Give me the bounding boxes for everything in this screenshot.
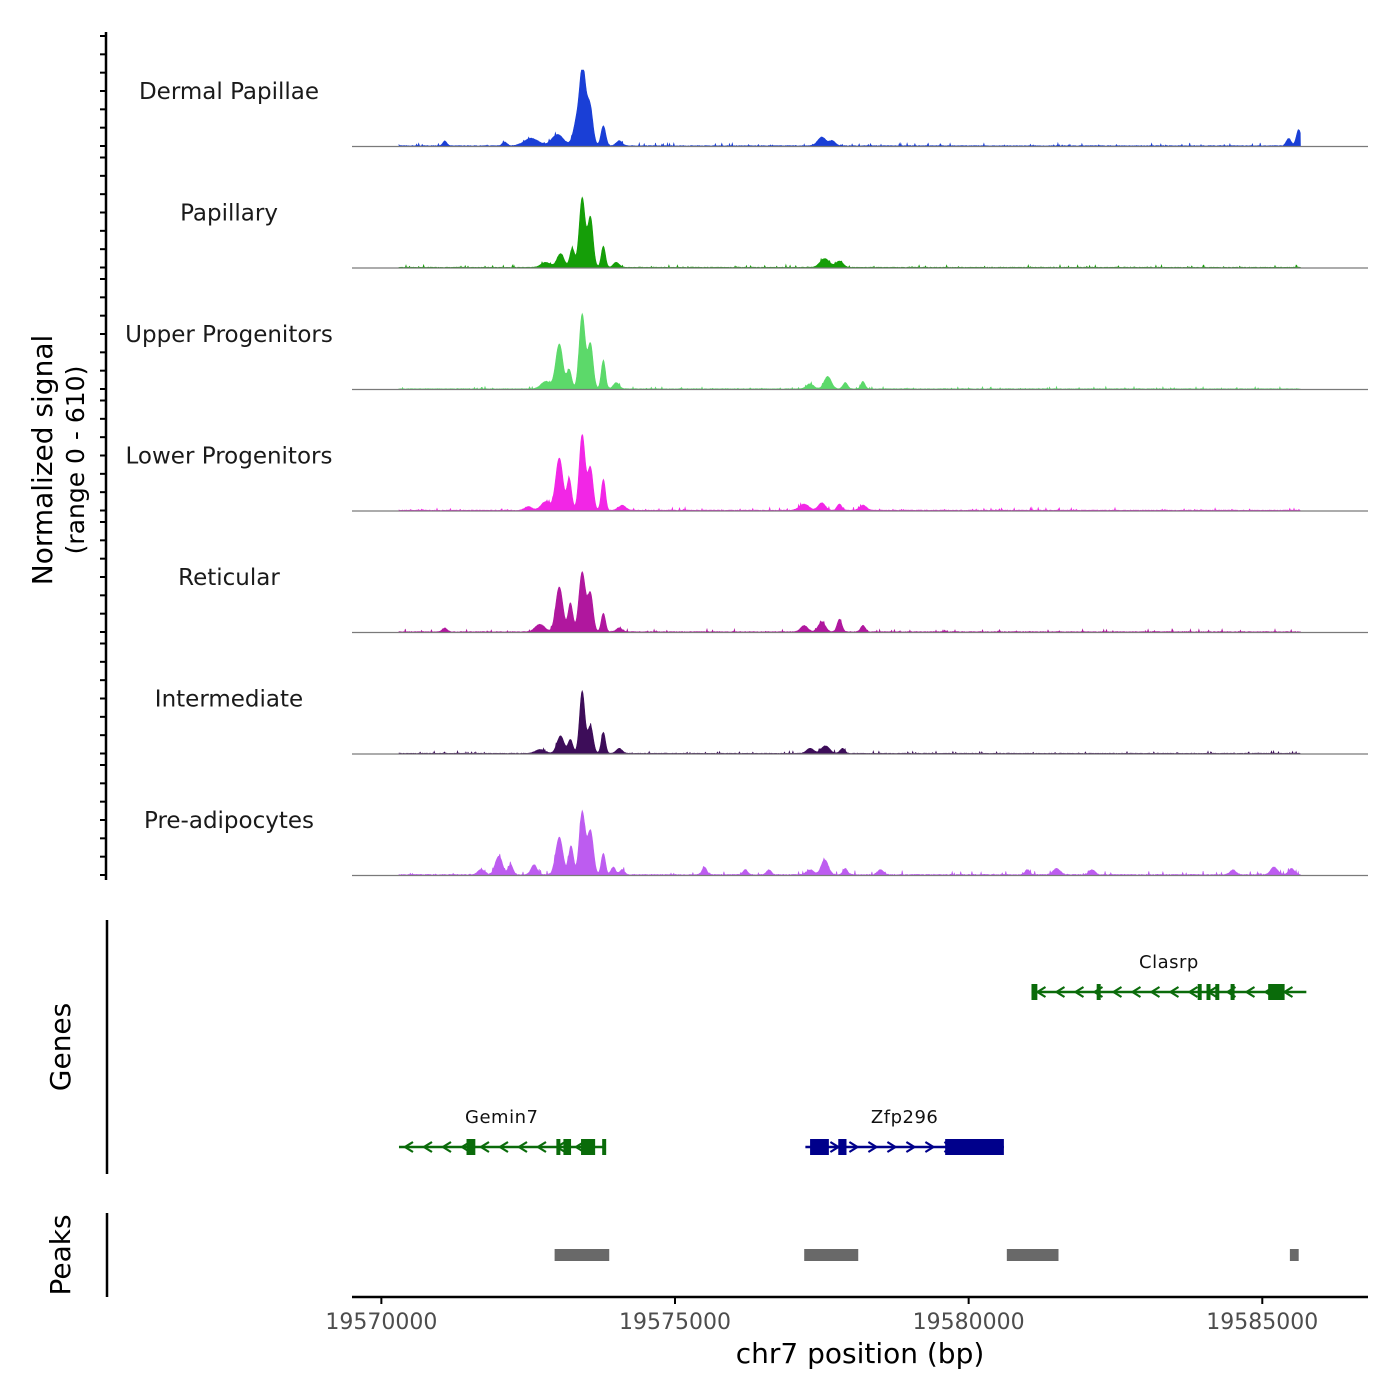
coverage-area [398, 69, 1301, 147]
coverage-panel: Dermal Papillae Papillary Upper Progenitor… [100, 32, 1368, 880]
strand-chevron [497, 1141, 509, 1153]
coverage-area [398, 809, 1301, 876]
track-label: Papillary [180, 201, 278, 227]
gene-exon [838, 1139, 847, 1155]
coverage-area [398, 689, 1301, 754]
strand-chevron [905, 1141, 917, 1153]
coverage-area [398, 196, 1302, 269]
gene-label: Clasrp [1139, 952, 1199, 973]
gene-exon [810, 1139, 829, 1155]
strand-chevron [1168, 986, 1180, 998]
strand-chevron [1149, 986, 1161, 998]
strand-chevron [478, 1141, 490, 1153]
strand-chevron [1035, 986, 1047, 998]
peak-region [804, 1249, 859, 1261]
strand-chevron [535, 1141, 547, 1153]
gene-label: Gemin7 [465, 1107, 538, 1128]
strand-chevron [867, 1141, 879, 1153]
gene-exon [1206, 984, 1211, 1000]
track-label: Upper Progenitors [125, 322, 333, 348]
gene-exon [1268, 984, 1285, 1000]
peak-region [1289, 1249, 1299, 1261]
gene-exon [581, 1139, 596, 1155]
strand-chevron [1111, 986, 1123, 998]
x-tick-label: 19580000 [913, 1310, 1025, 1335]
y-axis-title: Normalized signal [26, 335, 59, 586]
peak-region [1006, 1249, 1059, 1261]
strand-chevron [1054, 986, 1066, 998]
strand-chevron [1244, 986, 1256, 998]
gene-exon [602, 1139, 607, 1155]
strand-chevron [1187, 986, 1199, 998]
strand-chevron [848, 1141, 860, 1153]
x-axis-title: chr7 position (bp) [736, 1337, 985, 1370]
strand-chevron [924, 1141, 936, 1153]
coverage-area [398, 312, 1301, 390]
gene-exon [1197, 984, 1202, 1000]
strand-chevron [1073, 986, 1085, 998]
gene-exon [1215, 984, 1220, 1000]
x-axis: 19570000 19575000 19580000 19585000 [325, 1295, 1368, 1335]
gene-exon [945, 1139, 1004, 1155]
gene-exon [466, 1139, 476, 1155]
genes-panel: Gemin7 Zfp296 Clasrp [398, 952, 1307, 1155]
track-label: Pre-adipocytes [144, 808, 314, 834]
peaks-panel [554, 1249, 1299, 1261]
gene-label: Zfp296 [871, 1107, 938, 1128]
genes-panel-title: Genes [44, 1003, 77, 1091]
strand-chevron [516, 1141, 528, 1153]
track-label: Dermal Papillae [139, 79, 319, 105]
x-tick-label: 19585000 [1206, 1310, 1318, 1335]
strand-chevron [886, 1141, 898, 1153]
peak-region [554, 1249, 610, 1261]
coverage-area [398, 433, 1301, 512]
track-label: Intermediate [155, 687, 303, 713]
track-label: Reticular [178, 565, 280, 591]
strand-chevron [402, 1141, 414, 1153]
strand-chevron [421, 1141, 433, 1153]
gene-exon [1230, 984, 1235, 1000]
gene-exon [1031, 984, 1038, 1000]
x-tick-label: 19570000 [325, 1310, 437, 1335]
coverage-area [398, 571, 1302, 633]
strand-chevron [440, 1141, 452, 1153]
strand-chevron [1130, 986, 1142, 998]
peaks-panel-title: Peaks [44, 1214, 77, 1295]
gene-exon [556, 1139, 561, 1155]
track-label: Lower Progenitors [126, 444, 333, 470]
x-tick-label: 19575000 [619, 1310, 731, 1335]
gene-exon [563, 1139, 572, 1155]
y-axis-range-label: (range 0 - 610) [61, 366, 90, 555]
gene-exon [1096, 984, 1101, 1000]
